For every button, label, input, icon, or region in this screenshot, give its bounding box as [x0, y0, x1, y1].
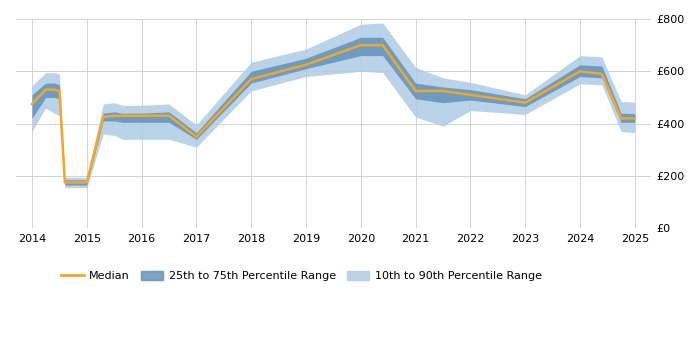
Legend: Median, 25th to 75th Percentile Range, 10th to 90th Percentile Range: Median, 25th to 75th Percentile Range, 1… [57, 266, 546, 285]
